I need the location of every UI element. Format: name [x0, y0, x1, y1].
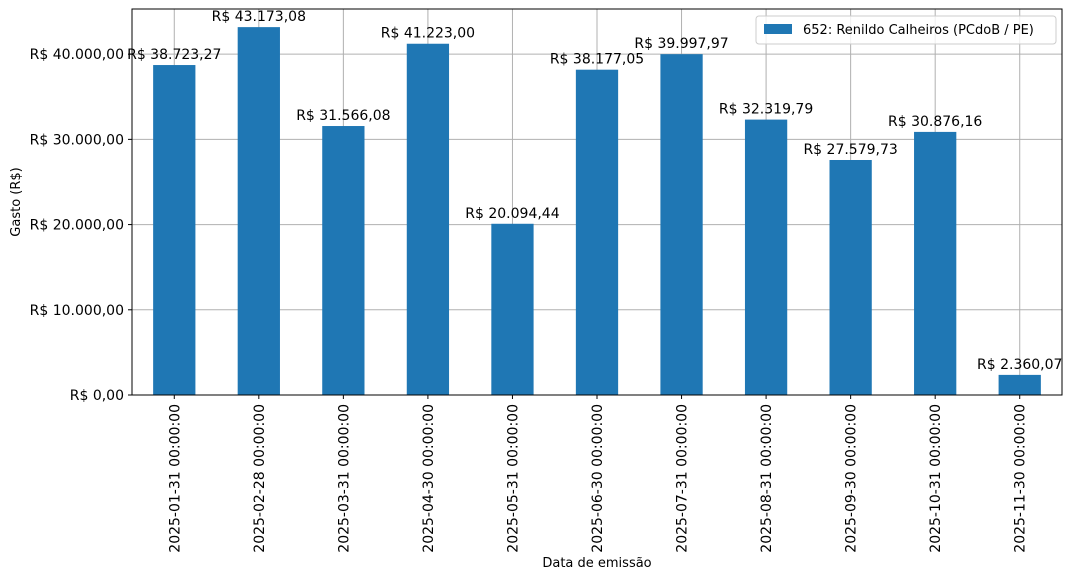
x-tick-label: 2025-06-30 00:00:00 [590, 404, 606, 553]
bar-value-label: R$ 27.579,73 [803, 142, 897, 158]
bar-value-label: R$ 38.177,05 [550, 52, 644, 68]
bar-labels: R$ 38.723,27 R$ 43.173,08 R$ 31.566,08 R$ 4… [127, 9, 1062, 373]
y-tick-label: R$ 0,00 [70, 388, 124, 404]
bar [406, 43, 450, 396]
y-axis-ticks: R$ 0,00 R$ 10.000,00 R$ 20.000,00 R$ 30.000… [30, 47, 132, 404]
x-tick-label: 2025-08-31 00:00:00 [759, 404, 775, 553]
bar [829, 159, 872, 395]
legend-box [755, 15, 1057, 45]
bar [322, 126, 365, 395]
y-tick-label: R$ 30.000,00 [30, 132, 124, 148]
x-tick-label: 2025-11-30 00:00:00 [1013, 404, 1029, 553]
bar [575, 69, 619, 395]
bar [237, 27, 280, 396]
bar-value-label: R$ 31.566,08 [296, 108, 390, 124]
bar-value-label: R$ 2.360,07 [977, 357, 1062, 373]
x-tick-label: 2025-07-31 00:00:00 [675, 404, 691, 553]
bar-value-label: R$ 38.723,27 [127, 47, 221, 63]
x-tick-label: 2025-09-30 00:00:00 [844, 404, 860, 553]
bar [660, 54, 703, 396]
bar-value-label: R$ 41.223,00 [381, 26, 475, 42]
legend-swatch [764, 24, 792, 34]
legend-label: 652: Renildo Calheiros (PCdoB / PE) [803, 23, 1034, 38]
x-tick-label: 2025-02-28 00:00:00 [252, 404, 268, 553]
x-axis-ticks: 2025-01-31 00:00:00 2025-02-28 00:00:00 20… [167, 395, 1029, 553]
bar [914, 131, 957, 395]
y-tick-label: R$ 40.000,00 [30, 47, 124, 63]
x-tick-label: 2025-04-30 00:00:00 [421, 404, 437, 553]
bar-value-label: R$ 30.876,16 [888, 114, 982, 130]
bar [153, 65, 196, 395]
bar-value-label: R$ 39.997,97 [634, 36, 728, 52]
bar [744, 119, 788, 395]
bar-value-label: R$ 43.173,08 [212, 9, 306, 25]
x-tick-label: 2025-05-31 00:00:00 [505, 404, 521, 553]
bar-value-label: R$ 32.319,79 [719, 102, 813, 118]
bar [998, 374, 1041, 395]
y-tick-label: R$ 10.000,00 [30, 303, 124, 319]
bar-value-label: R$ 20.094,44 [465, 206, 559, 222]
x-tick-label: 2025-03-31 00:00:00 [336, 404, 352, 553]
x-tick-label: 2025-01-31 00:00:00 [167, 404, 183, 553]
x-tick-label: 2025-10-31 00:00:00 [928, 404, 944, 553]
y-tick-label: R$ 20.000,00 [30, 218, 124, 234]
y-axis-title: Gasto (R$) [9, 167, 24, 236]
x-axis-title: Data de emissão [542, 556, 651, 571]
bar [491, 223, 534, 395]
bars [153, 27, 1041, 396]
legend: 652: Renildo Calheiros (PCdoB / PE) [755, 15, 1057, 45]
